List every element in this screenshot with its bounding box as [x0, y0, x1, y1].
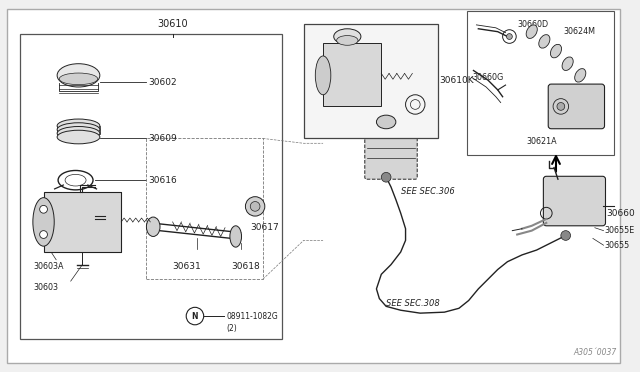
FancyBboxPatch shape [543, 176, 605, 226]
Ellipse shape [575, 68, 586, 82]
Ellipse shape [245, 197, 265, 216]
FancyBboxPatch shape [365, 122, 417, 179]
Text: 30603A: 30603A [34, 262, 65, 271]
Text: 30655: 30655 [605, 241, 630, 250]
Text: 30609: 30609 [148, 134, 177, 143]
Text: 30618: 30618 [231, 262, 260, 271]
Text: 30660D: 30660D [517, 20, 548, 29]
Ellipse shape [316, 56, 331, 95]
Bar [323, 43, 381, 106]
Ellipse shape [337, 36, 358, 45]
Circle shape [506, 33, 512, 39]
Circle shape [557, 103, 564, 110]
Ellipse shape [376, 115, 396, 129]
Ellipse shape [230, 226, 241, 247]
Text: SEE SEC.306: SEE SEC.306 [401, 187, 454, 196]
Ellipse shape [57, 123, 100, 137]
Circle shape [40, 231, 47, 238]
Text: (2): (2) [226, 324, 237, 333]
Ellipse shape [57, 64, 100, 87]
Circle shape [40, 205, 47, 213]
Circle shape [561, 231, 570, 240]
Text: 30610: 30610 [157, 19, 188, 29]
Bar [44, 192, 121, 252]
Text: 30655E: 30655E [605, 226, 635, 235]
Bar [147, 138, 263, 279]
Text: 08911-1082G: 08911-1082G [226, 312, 278, 321]
Text: 30624M: 30624M [564, 27, 596, 36]
Text: 30660G: 30660G [472, 73, 504, 83]
Ellipse shape [33, 198, 54, 246]
Ellipse shape [147, 217, 160, 237]
Text: SEE SEC.308: SEE SEC.308 [386, 299, 440, 308]
Text: 30617: 30617 [250, 223, 279, 232]
Text: 30616: 30616 [148, 176, 177, 185]
Ellipse shape [562, 57, 573, 70]
Text: 30631: 30631 [173, 262, 202, 271]
Text: 30602: 30602 [148, 78, 177, 87]
Bar [303, 24, 438, 138]
Ellipse shape [550, 44, 561, 58]
Ellipse shape [57, 119, 100, 133]
Text: 30621A: 30621A [527, 138, 557, 147]
Ellipse shape [250, 202, 260, 211]
Text: N: N [192, 312, 198, 321]
Ellipse shape [539, 35, 550, 48]
Ellipse shape [57, 126, 100, 140]
Ellipse shape [333, 29, 361, 44]
Ellipse shape [57, 130, 100, 144]
Text: 30603: 30603 [34, 283, 59, 292]
Text: 30660: 30660 [607, 209, 636, 218]
Bar [20, 33, 282, 339]
Text: A305´0037: A305´0037 [573, 348, 616, 357]
Bar [467, 11, 614, 155]
Circle shape [381, 172, 391, 182]
FancyBboxPatch shape [548, 84, 605, 129]
Text: 30610K: 30610K [440, 76, 474, 85]
Ellipse shape [526, 25, 538, 38]
Ellipse shape [60, 73, 98, 85]
